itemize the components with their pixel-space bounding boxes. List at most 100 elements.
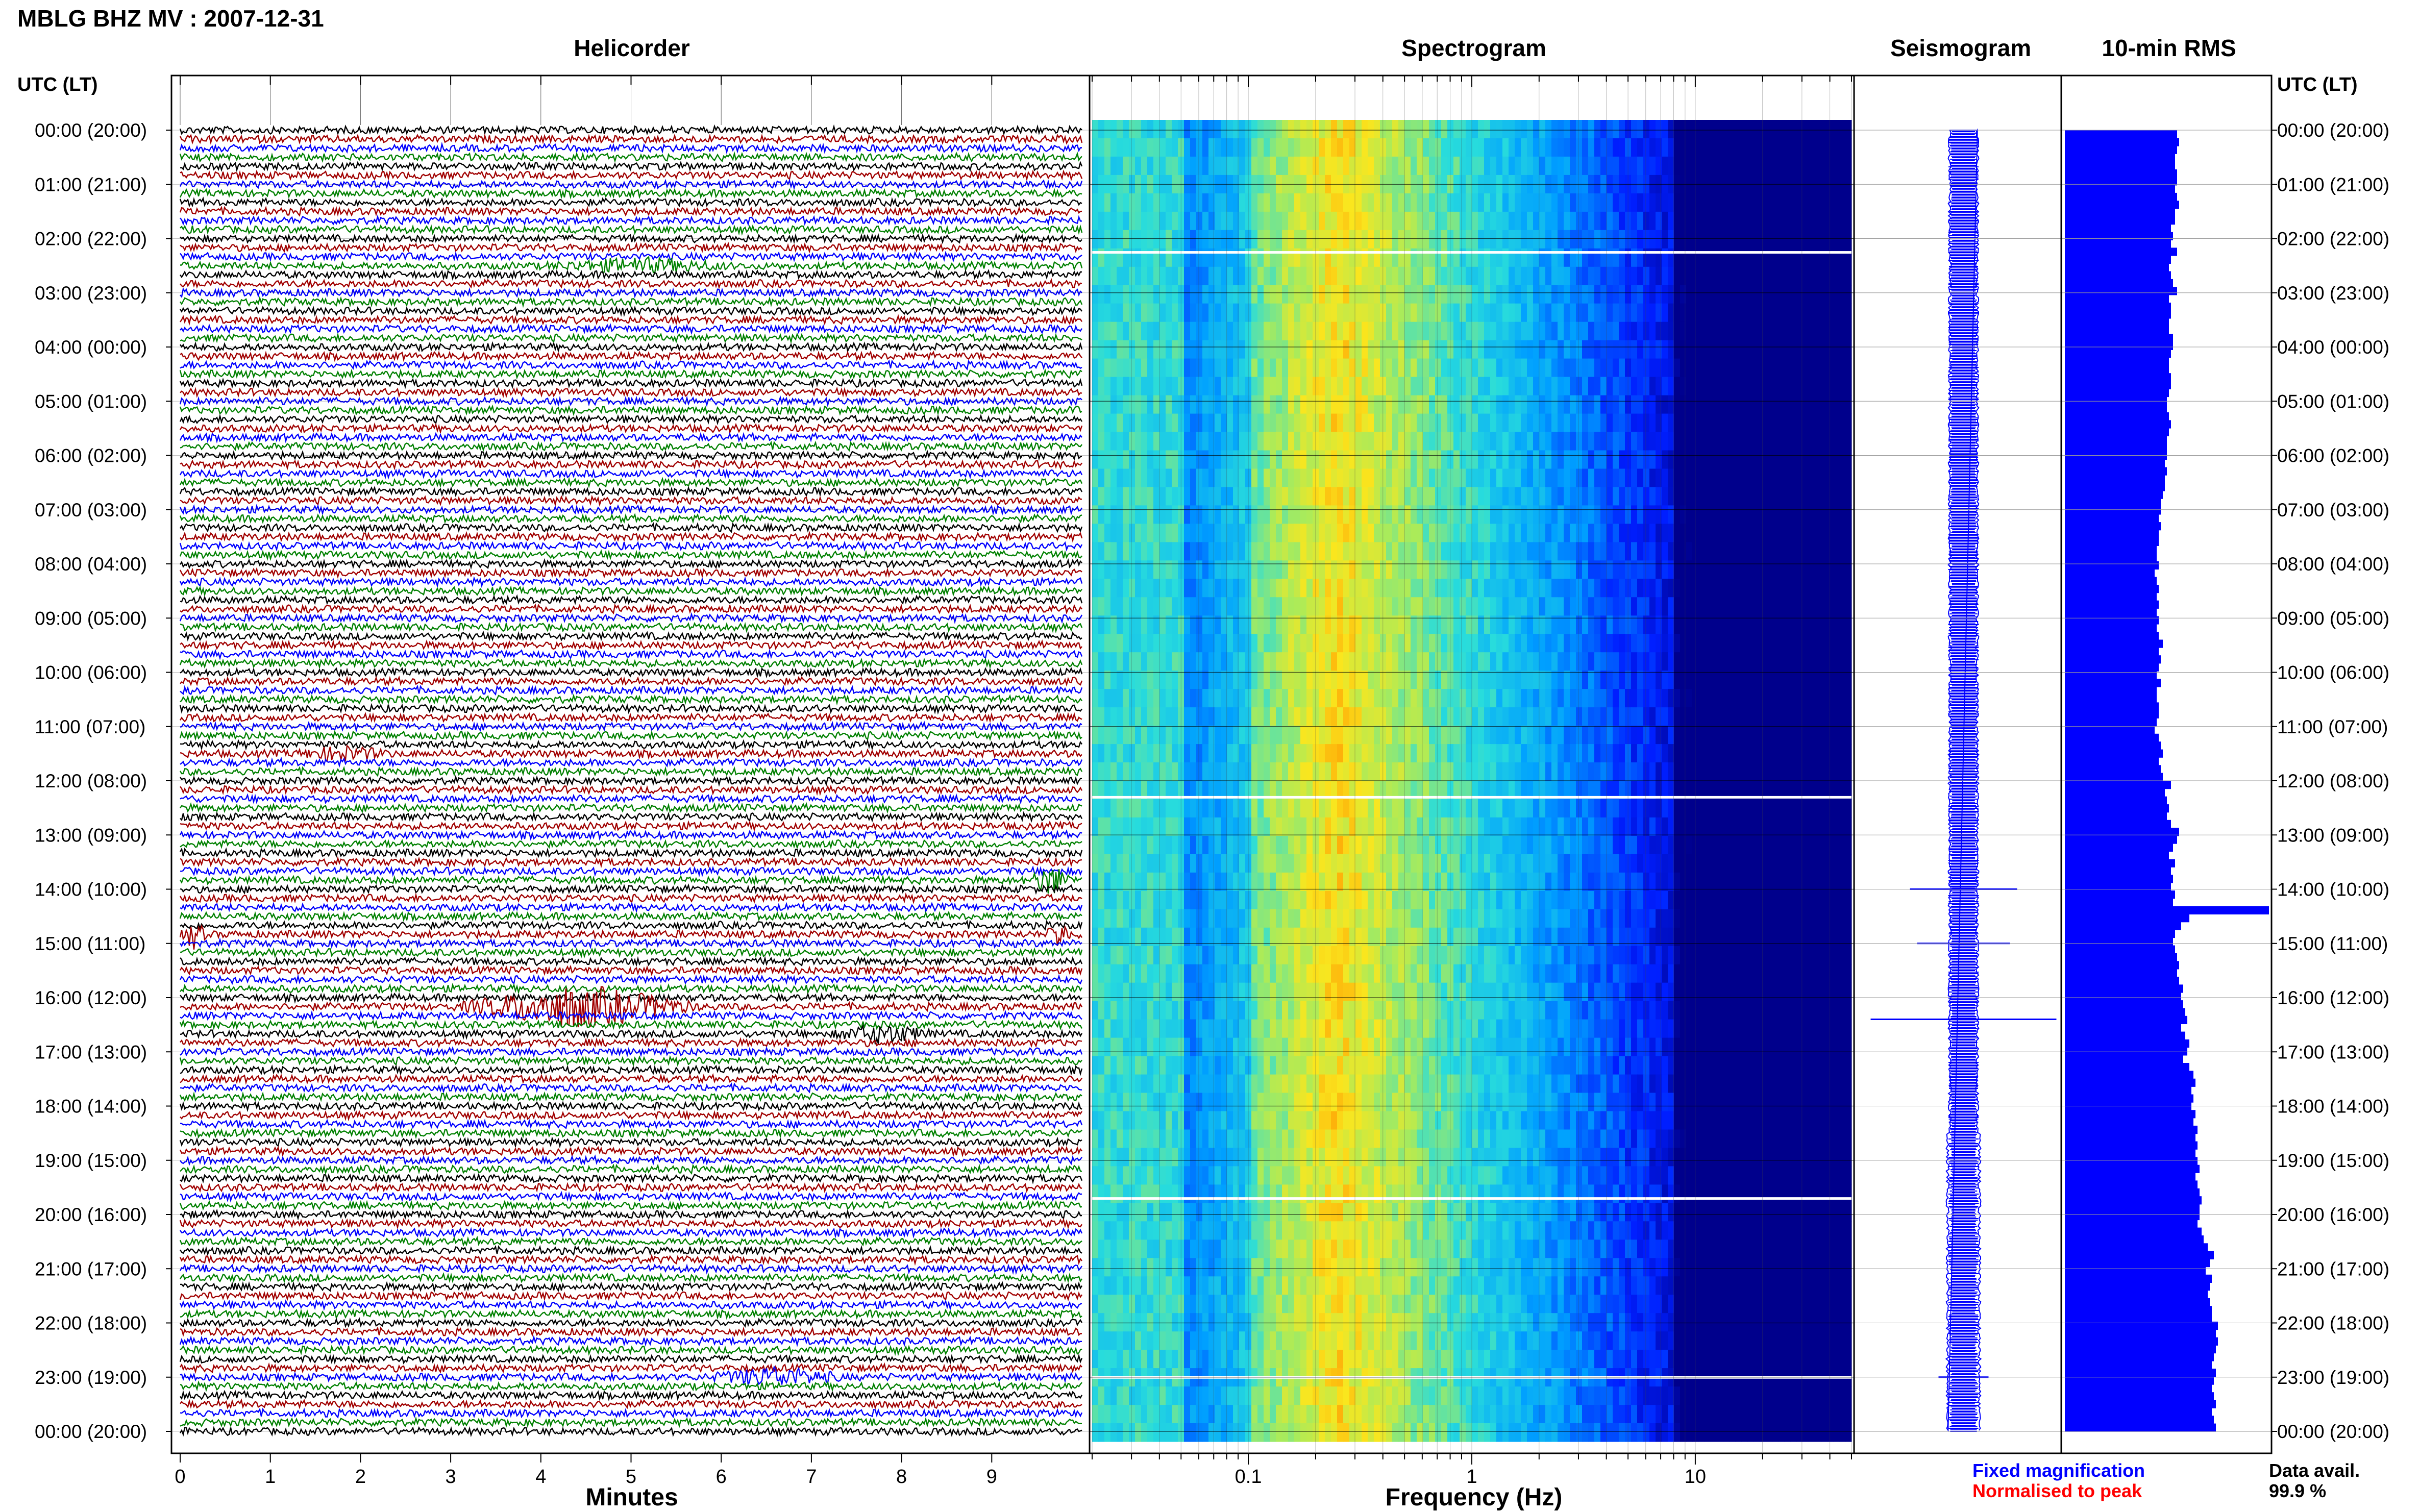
spectrogram-cell	[1337, 321, 1344, 341]
spectrogram-cell	[1827, 211, 1834, 231]
spectrogram-cell	[1404, 560, 1411, 579]
spectrogram-cell	[1594, 285, 1601, 304]
spectrogram-cell	[1196, 193, 1203, 212]
spectrogram-cell	[1319, 560, 1325, 579]
spectrogram-cell	[1270, 524, 1276, 542]
spectrogram-cell	[1588, 671, 1595, 689]
spectrogram-cell	[1600, 726, 1607, 745]
spectrogram-cell	[1760, 762, 1766, 781]
spectrogram-cell	[1582, 211, 1589, 231]
spectrogram-cell	[1594, 193, 1601, 212]
spectrogram-cell	[1649, 542, 1656, 561]
spectrogram-cell	[1098, 285, 1105, 304]
spectrogram-cell	[1478, 579, 1485, 598]
spectrogram-cell	[1166, 156, 1172, 176]
spectrogram-cell	[1711, 395, 1717, 414]
spectrogram-cell	[1558, 634, 1564, 653]
spectrogram-cell	[1355, 671, 1362, 689]
helicorder-trace	[180, 1009, 1082, 1022]
spectrogram-cell	[1576, 413, 1583, 433]
spectrogram-cell	[1760, 707, 1766, 726]
spectrogram-cell	[1178, 634, 1184, 653]
spectrogram-cell	[1729, 450, 1736, 469]
spectrogram-cell	[1196, 671, 1203, 689]
spectrogram-cell	[1484, 358, 1491, 378]
spectrogram-cell	[1300, 193, 1307, 212]
spectrogram-cell	[1215, 358, 1221, 378]
spectrogram-cell	[1747, 266, 1754, 286]
spectrogram-cell	[1380, 321, 1387, 341]
spectrogram-cell	[1790, 340, 1797, 359]
spectrogram-cell	[1435, 579, 1442, 598]
spectrogram-cell	[1178, 266, 1184, 286]
spectrogram-cell	[1380, 615, 1387, 634]
spectrogram-cell	[1178, 762, 1184, 781]
spectrogram-cell	[1496, 377, 1503, 396]
spectrogram-cell	[1803, 505, 1809, 524]
spectrogram-cell	[1729, 340, 1736, 359]
spectrogram-cell	[1527, 395, 1534, 414]
spectrogram-cell	[1496, 120, 1503, 139]
spectrogram-cell	[1239, 615, 1246, 634]
spectrogram-cell	[1123, 303, 1129, 323]
spectrogram-cell	[1276, 726, 1282, 745]
spectrogram-cell	[1705, 524, 1711, 542]
spectrogram-cell	[1558, 120, 1564, 139]
spectrogram-cell	[1441, 524, 1448, 542]
spectrogram-cell	[1570, 358, 1576, 378]
spectrogram-cell	[1827, 781, 1834, 800]
spectrogram-cell	[1264, 138, 1270, 157]
spectrogram-cell	[1337, 671, 1344, 689]
spectrogram-cell	[1270, 799, 1276, 818]
spectrogram-cell	[1845, 450, 1852, 469]
spectrogram-cell	[1515, 193, 1521, 212]
spectrogram-cell	[1153, 597, 1160, 616]
spectrogram-cell	[1313, 560, 1319, 579]
spectrogram-cell	[1533, 744, 1540, 763]
spectrogram-cell	[1172, 505, 1178, 524]
spectrogram-cell	[1564, 726, 1570, 745]
spectrogram-cell	[1478, 560, 1485, 579]
spectrogram-cell	[1141, 707, 1148, 726]
spectrogram-cell	[1264, 634, 1270, 653]
spectrogram-cell	[1729, 542, 1736, 561]
spectrogram-cell	[1098, 762, 1105, 781]
spectrogram-cell	[1674, 156, 1681, 176]
spectrogram-cell	[1827, 285, 1834, 304]
spectrogram-cell	[1827, 799, 1834, 818]
spectrogram-cell	[1313, 193, 1319, 212]
spectrogram-cell	[1643, 597, 1650, 616]
spectrogram-cell	[1796, 340, 1803, 359]
spectrogram-cell	[1760, 211, 1766, 231]
spectrogram-cell	[1233, 266, 1240, 286]
spectrogram-cell	[1368, 285, 1374, 304]
spectrogram-cell	[1233, 450, 1240, 469]
spectrogram-cell	[1613, 652, 1619, 671]
spectrogram-cell	[1337, 450, 1344, 469]
spectrogram-cell	[1576, 542, 1583, 561]
spectrogram-cell	[1417, 505, 1423, 524]
spectrogram-cell	[1821, 358, 1828, 378]
spectrogram-cell	[1631, 450, 1638, 469]
helicorder-trace	[179, 368, 1082, 380]
spectrogram-cell	[1380, 579, 1387, 598]
spectrogram-cell	[1607, 303, 1613, 323]
spectrogram-cell	[1594, 505, 1601, 524]
spectrogram-cell	[1539, 615, 1546, 634]
helicorder-trace	[180, 947, 1083, 959]
spectrogram-cell	[1374, 156, 1380, 176]
spectrogram-cell	[1564, 579, 1570, 598]
spectrogram-cell	[1539, 524, 1546, 542]
spectrogram-cell	[1355, 817, 1362, 836]
spectrogram-cell	[1147, 413, 1154, 433]
spectrogram-cell	[1123, 799, 1129, 818]
spectrogram-cell	[1362, 744, 1368, 763]
spectrogram-cell	[1496, 358, 1503, 378]
spectrogram-cell	[1692, 744, 1699, 763]
spectrogram-cell	[1306, 413, 1313, 433]
spectrogram-cell	[1558, 707, 1564, 726]
spectrogram-cell	[1172, 652, 1178, 671]
spectrogram-cell	[1172, 524, 1178, 542]
spectrogram-cell	[1245, 413, 1252, 433]
spectrogram-cell	[1588, 560, 1595, 579]
